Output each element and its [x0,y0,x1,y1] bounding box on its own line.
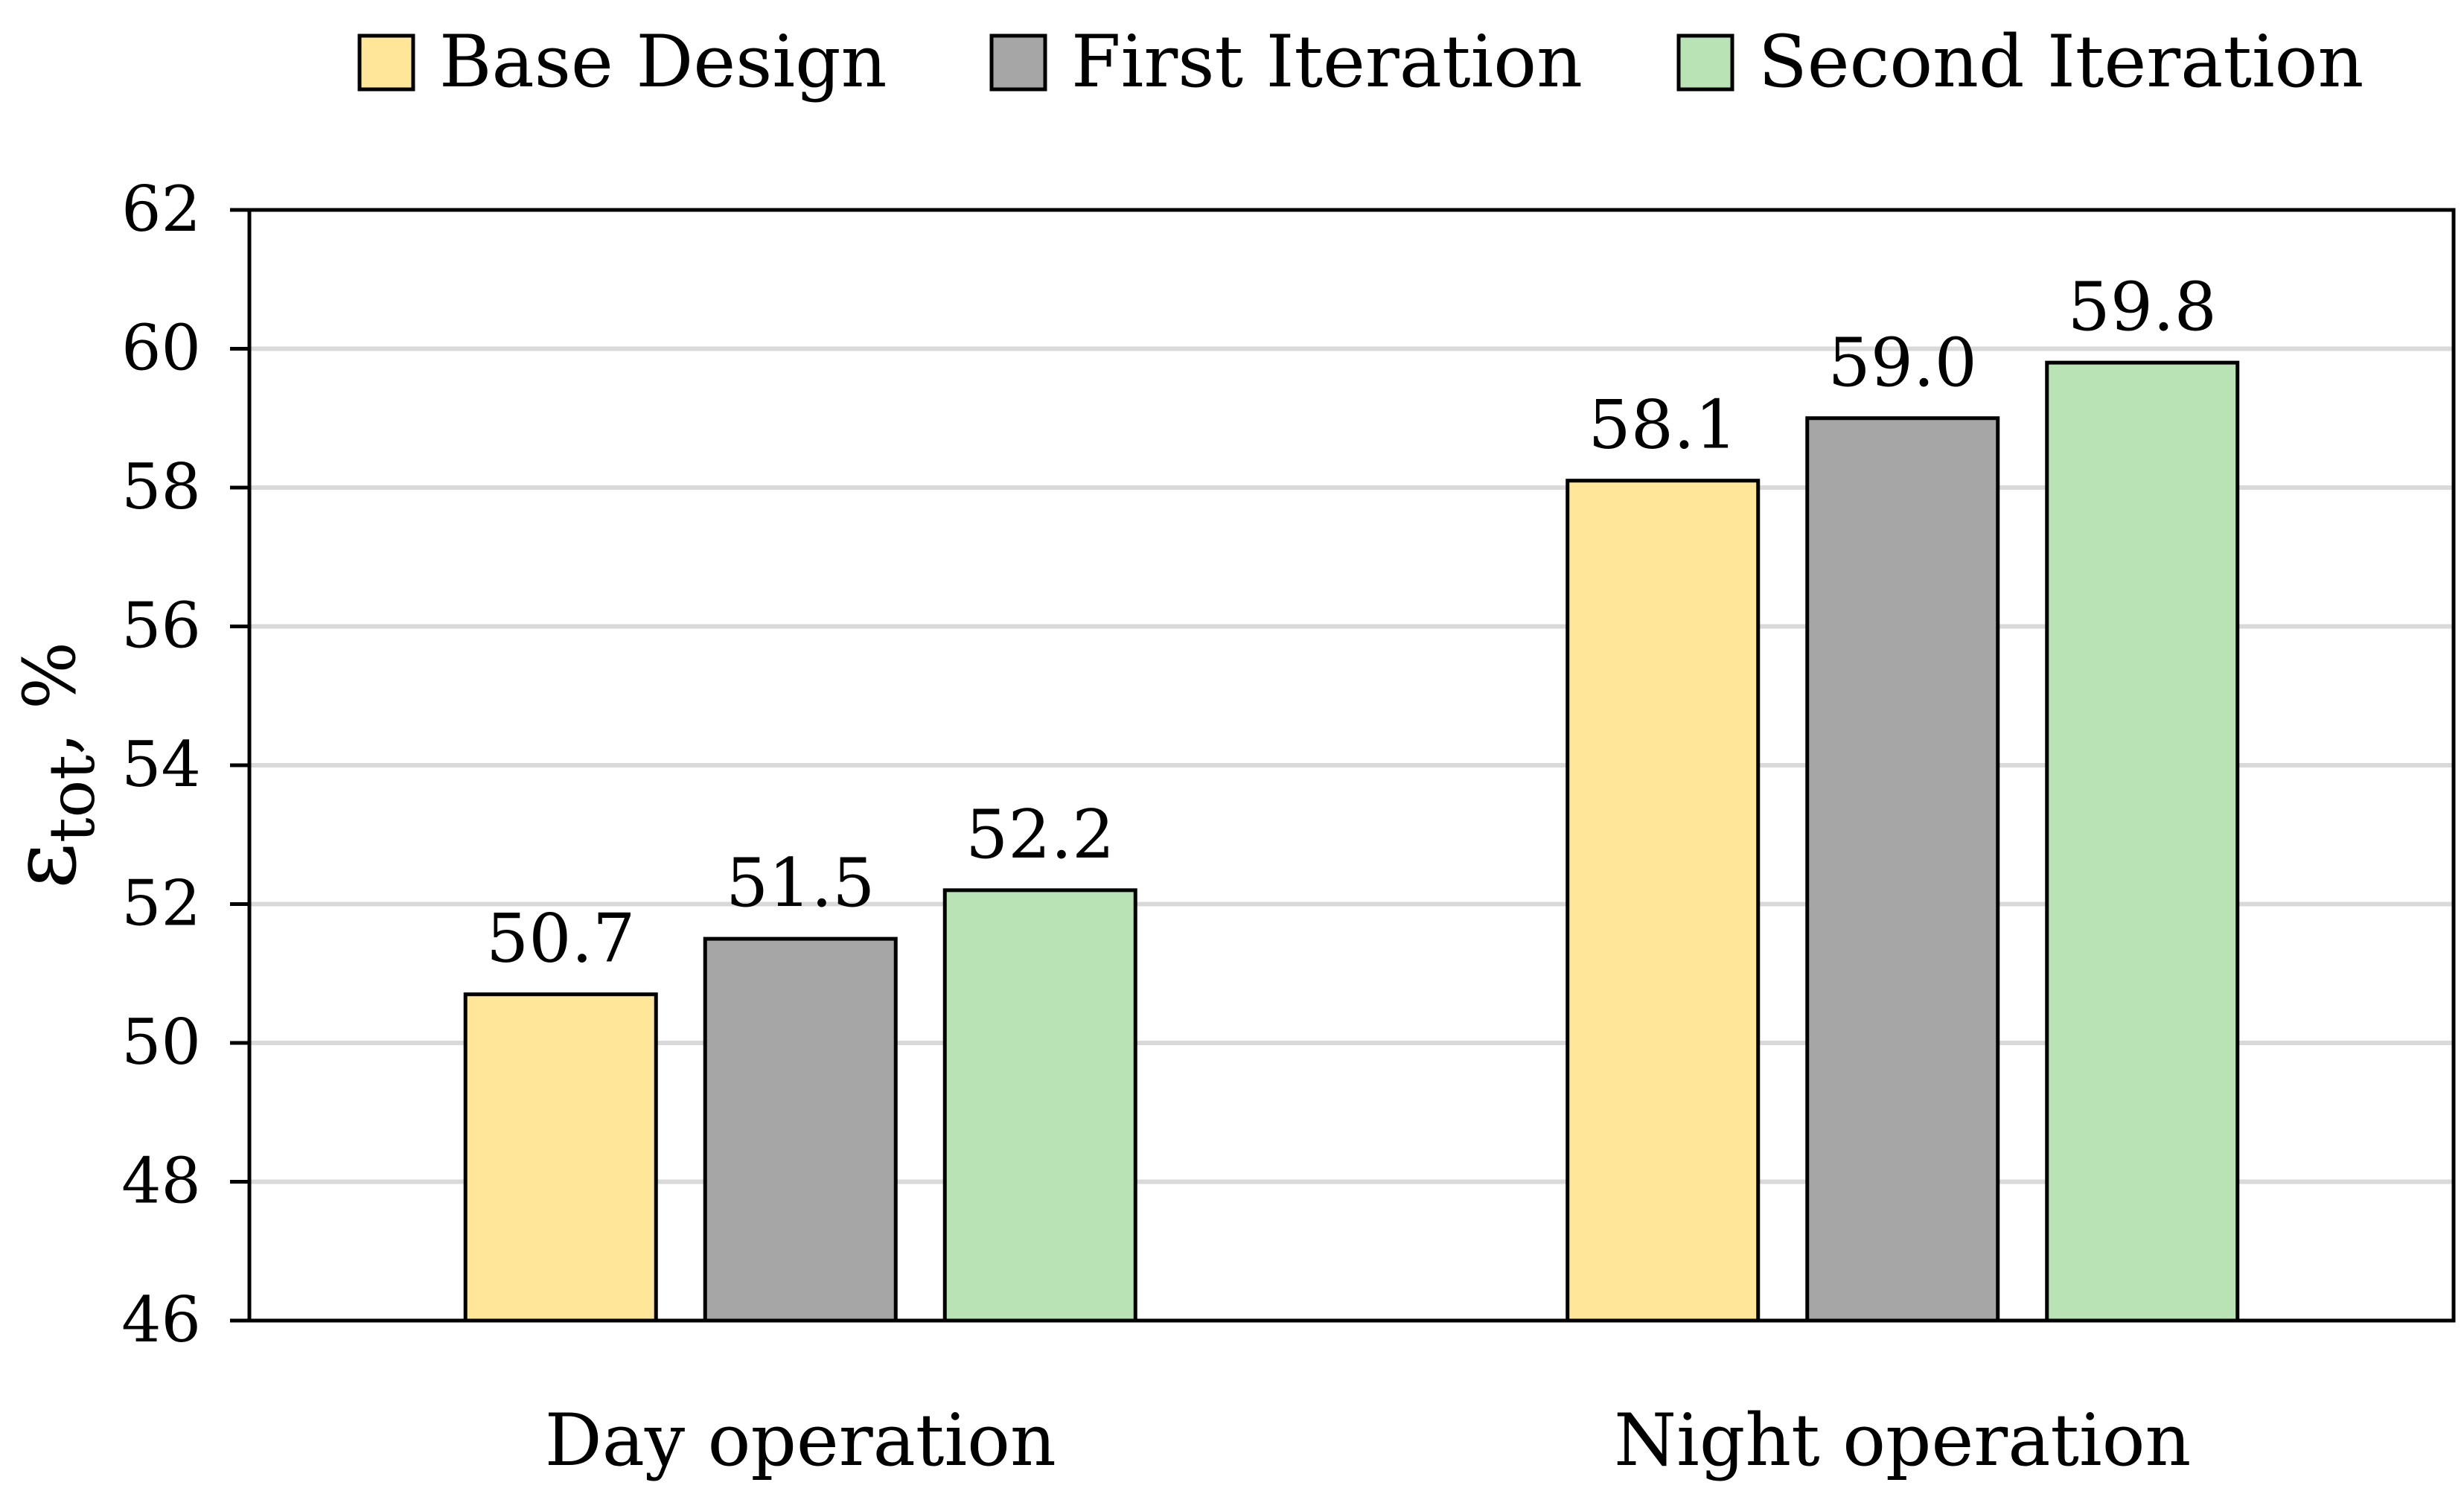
x-axis-categories: Day operation Night operation [545,1399,2192,1482]
bar [1565,479,1761,1323]
x-category-label: Night operation [1614,1399,2191,1482]
bar [703,936,898,1323]
legend: Base Design First Iteration Second Iterati… [357,20,2364,103]
y-tick-label: 50 [121,1006,201,1079]
y-tick-label: 48 [121,1145,201,1218]
y-tick-label: 62 [121,173,201,246]
y-axis-symbol: ε [0,843,96,889]
y-axis-subscript: tot [36,755,109,843]
legend-swatch [357,33,415,92]
y-tick-label: 46 [121,1283,201,1356]
y-axis-title: εtot, % [0,642,109,890]
legend-label: Second Iteration [1758,20,2364,103]
data-label: 51.5 [726,844,875,922]
legend-label: First Iteration [1071,20,1583,103]
y-tick-label: 52 [121,867,201,940]
legend-swatch [989,33,1047,92]
legend-label: Base Design [439,20,887,103]
data-label: 52.2 [966,796,1114,874]
y-axis-ticks: 46 48 50 52 54 56 58 60 62 [121,173,249,1356]
y-axis-unit: , % [8,642,92,755]
data-label: 50.7 [486,900,635,978]
bar [1805,416,2000,1323]
data-labels: 50.7 51.5 52.2 58.1 59.0 59.8 [486,268,2217,978]
bar [2045,360,2240,1323]
bar [942,888,1137,1323]
y-axis-label: εtot, % [0,642,109,890]
y-tick-label: 58 [121,450,201,523]
y-tick-label: 60 [121,312,201,385]
bar [463,992,658,1323]
legend-swatch [1676,33,1734,92]
y-tick-label: 56 [121,590,201,663]
data-label: 58.1 [1589,386,1737,465]
y-tick-label: 54 [121,728,201,801]
data-label: 59.8 [2068,268,2217,346]
x-category-label: Day operation [545,1399,1056,1482]
data-label: 59.0 [1828,324,1977,402]
